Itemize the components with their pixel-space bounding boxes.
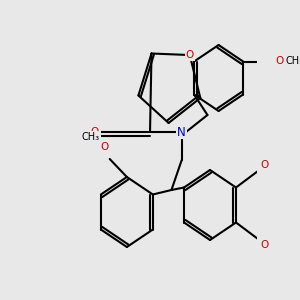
Text: O: O (275, 56, 283, 67)
Text: O: O (260, 160, 269, 170)
Text: CH₃: CH₃ (82, 132, 100, 142)
Text: O: O (100, 142, 109, 152)
Text: O: O (186, 50, 194, 60)
Text: N: N (177, 125, 186, 139)
Text: O: O (90, 127, 98, 137)
Text: CH₃: CH₃ (286, 56, 300, 67)
Text: O: O (260, 241, 269, 250)
